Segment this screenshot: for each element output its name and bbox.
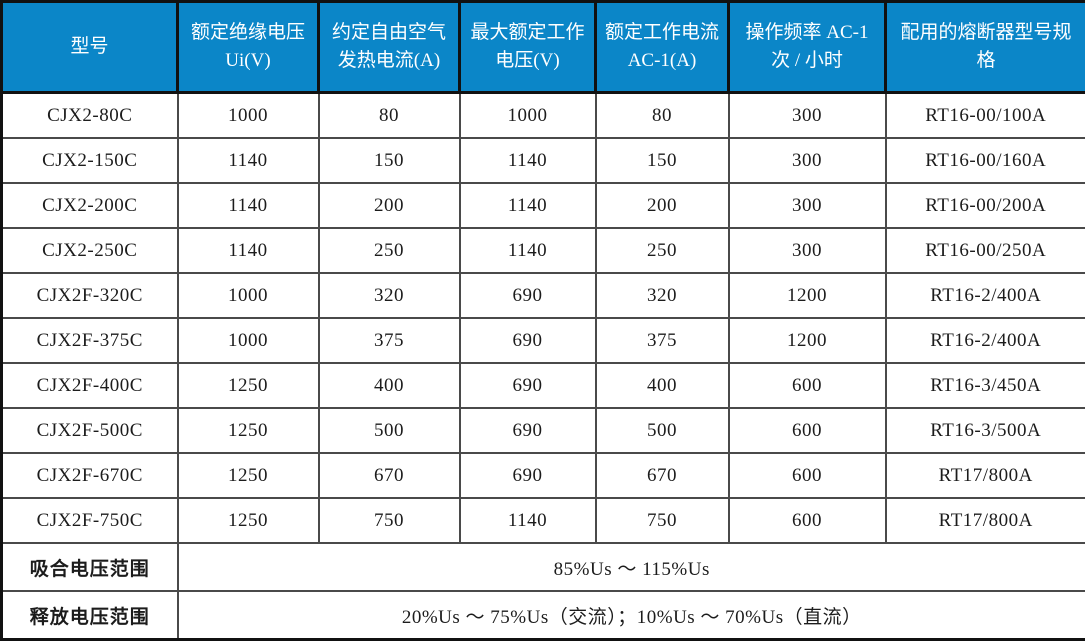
value-cell: 1140 — [460, 138, 596, 183]
column-header-1: 额定绝缘电压 Ui(V) — [178, 2, 319, 93]
value-cell: 1140 — [178, 138, 319, 183]
value-cell: 690 — [460, 453, 596, 498]
value-cell: 1250 — [178, 453, 319, 498]
value-cell: RT16-00/100A — [886, 93, 1085, 139]
value-cell: 690 — [460, 273, 596, 318]
value-cell: RT16-00/200A — [886, 183, 1085, 228]
value-cell: 690 — [460, 318, 596, 363]
model-cell: CJX2-150C — [2, 138, 178, 183]
value-cell: 750 — [319, 498, 460, 543]
contactor-spec-page: 型号额定绝缘电压 Ui(V)约定自由空气发热电流(A)最大额定工作电压(V)额定… — [0, 0, 1085, 612]
value-cell: 1140 — [460, 183, 596, 228]
value-cell: RT17/800A — [886, 453, 1085, 498]
value-cell: 300 — [729, 93, 886, 139]
column-header-2: 约定自由空气发热电流(A) — [319, 2, 460, 93]
value-cell: 1140 — [460, 498, 596, 543]
model-cell: CJX2-200C — [2, 183, 178, 228]
footer-label: 释放电压范围 — [2, 591, 178, 640]
column-header-5: 操作频率 AC-1 次 / 小时 — [729, 2, 886, 93]
column-header-3: 最大额定工作电压(V) — [460, 2, 596, 93]
value-cell: 1200 — [729, 318, 886, 363]
value-cell: 1250 — [178, 408, 319, 453]
model-cell: CJX2-250C — [2, 228, 178, 273]
value-cell: 300 — [729, 183, 886, 228]
value-cell: 400 — [596, 363, 729, 408]
value-cell: 690 — [460, 363, 596, 408]
value-cell: RT16-2/400A — [886, 318, 1085, 363]
value-cell: 400 — [319, 363, 460, 408]
value-cell: 670 — [596, 453, 729, 498]
value-cell: 600 — [729, 453, 886, 498]
column-header-0: 型号 — [2, 2, 178, 93]
value-cell: 690 — [460, 408, 596, 453]
value-cell: 500 — [319, 408, 460, 453]
model-cell: CJX2F-670C — [2, 453, 178, 498]
value-cell: 250 — [596, 228, 729, 273]
column-header-4: 额定工作电流 AC-1(A) — [596, 2, 729, 93]
value-cell: 600 — [729, 498, 886, 543]
value-cell: 150 — [319, 138, 460, 183]
value-cell: RT16-3/500A — [886, 408, 1085, 453]
footer-label: 吸合电压范围 — [2, 543, 178, 591]
value-cell: 200 — [319, 183, 460, 228]
footer-value: 20%Us ～ 75%Us（交流）；10%Us ～ 70%Us（直流） — [178, 591, 1085, 640]
value-cell: 670 — [319, 453, 460, 498]
column-header-6: 配用的熔断器型号规格 — [886, 2, 1085, 93]
model-cell: CJX2F-375C — [2, 318, 178, 363]
value-cell: 320 — [319, 273, 460, 318]
value-cell: 1140 — [178, 183, 319, 228]
value-cell: RT16-3/450A — [886, 363, 1085, 408]
value-cell: 1250 — [178, 498, 319, 543]
value-cell: 300 — [729, 228, 886, 273]
value-cell: 375 — [596, 318, 729, 363]
value-cell: 1250 — [178, 363, 319, 408]
value-cell: 150 — [596, 138, 729, 183]
value-cell: RT16-00/250A — [886, 228, 1085, 273]
value-cell: 600 — [729, 408, 886, 453]
model-cell: CJX2-80C — [2, 93, 178, 139]
footer-value: 85%Us ～ 115%Us — [178, 543, 1085, 591]
value-cell: 1140 — [460, 228, 596, 273]
value-cell: 750 — [596, 498, 729, 543]
value-cell: RT16-2/400A — [886, 273, 1085, 318]
value-cell: 250 — [319, 228, 460, 273]
value-cell: 80 — [596, 93, 729, 139]
table-header: 型号额定绝缘电压 Ui(V)约定自由空气发热电流(A)最大额定工作电压(V)额定… — [2, 2, 1085, 93]
header-row: 型号额定绝缘电压 Ui(V)约定自由空气发热电流(A)最大额定工作电压(V)额定… — [2, 2, 1085, 93]
model-cell: CJX2F-320C — [2, 273, 178, 318]
value-cell: 200 — [596, 183, 729, 228]
model-cell: CJX2F-500C — [2, 408, 178, 453]
value-cell: 375 — [319, 318, 460, 363]
value-cell: 500 — [596, 408, 729, 453]
value-cell: 1000 — [178, 318, 319, 363]
value-cell: 80 — [319, 93, 460, 139]
value-cell: 1000 — [178, 273, 319, 318]
value-cell: 1200 — [729, 273, 886, 318]
model-cell: CJX2F-400C — [2, 363, 178, 408]
value-cell: RT17/800A — [886, 498, 1085, 543]
value-cell: 300 — [729, 138, 886, 183]
value-cell: 320 — [596, 273, 729, 318]
value-cell: RT16-00/160A — [886, 138, 1085, 183]
model-cell: CJX2F-750C — [2, 498, 178, 543]
value-cell: 1140 — [178, 228, 319, 273]
value-cell: 1000 — [178, 93, 319, 139]
value-cell: 1000 — [460, 93, 596, 139]
value-cell: 600 — [729, 363, 886, 408]
